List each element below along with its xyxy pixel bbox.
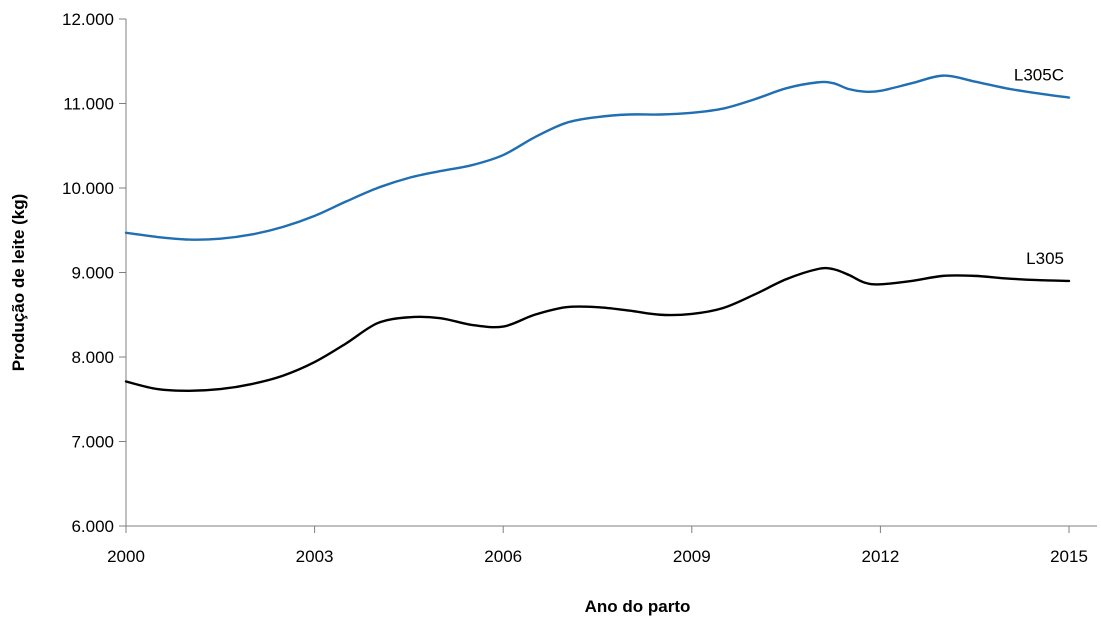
series-label-l305: L305 — [1026, 249, 1064, 268]
y-axis-title: Produção de leite (kg) — [9, 194, 28, 372]
x-axis-title: Ano do parto — [585, 597, 691, 616]
x-tick-label: 2000 — [107, 547, 145, 566]
y-tick-label: 6.000 — [71, 517, 114, 536]
x-tick-label: 2012 — [861, 547, 899, 566]
y-tick-label: 9.000 — [71, 264, 114, 283]
x-ticks: 2000 2003 2006 2009 2012 2015 — [107, 526, 1088, 566]
x-tick-label: 2015 — [1050, 547, 1088, 566]
y-tick-label: 7.000 — [71, 433, 114, 452]
series-line-l305 — [124, 266, 1071, 392]
series-label-l305c: L305C — [1014, 66, 1064, 85]
series-group — [124, 74, 1071, 392]
y-tick-label: 11.000 — [63, 95, 114, 114]
y-tick-label: 8.000 — [71, 348, 114, 367]
y-tick-label: 10.000 — [62, 179, 114, 198]
series-line-l305c — [124, 74, 1071, 241]
y-ticks: 6.000 7.000 8.000 9.000 10.000 11.000 12.000 — [62, 10, 126, 536]
x-tick-label: 2006 — [484, 547, 522, 566]
x-tick-label: 2003 — [296, 547, 334, 566]
y-tick-label: 12.000 — [62, 10, 114, 29]
series-labels: L305C L305 — [1014, 66, 1064, 268]
x-tick-label: 2009 — [673, 547, 711, 566]
